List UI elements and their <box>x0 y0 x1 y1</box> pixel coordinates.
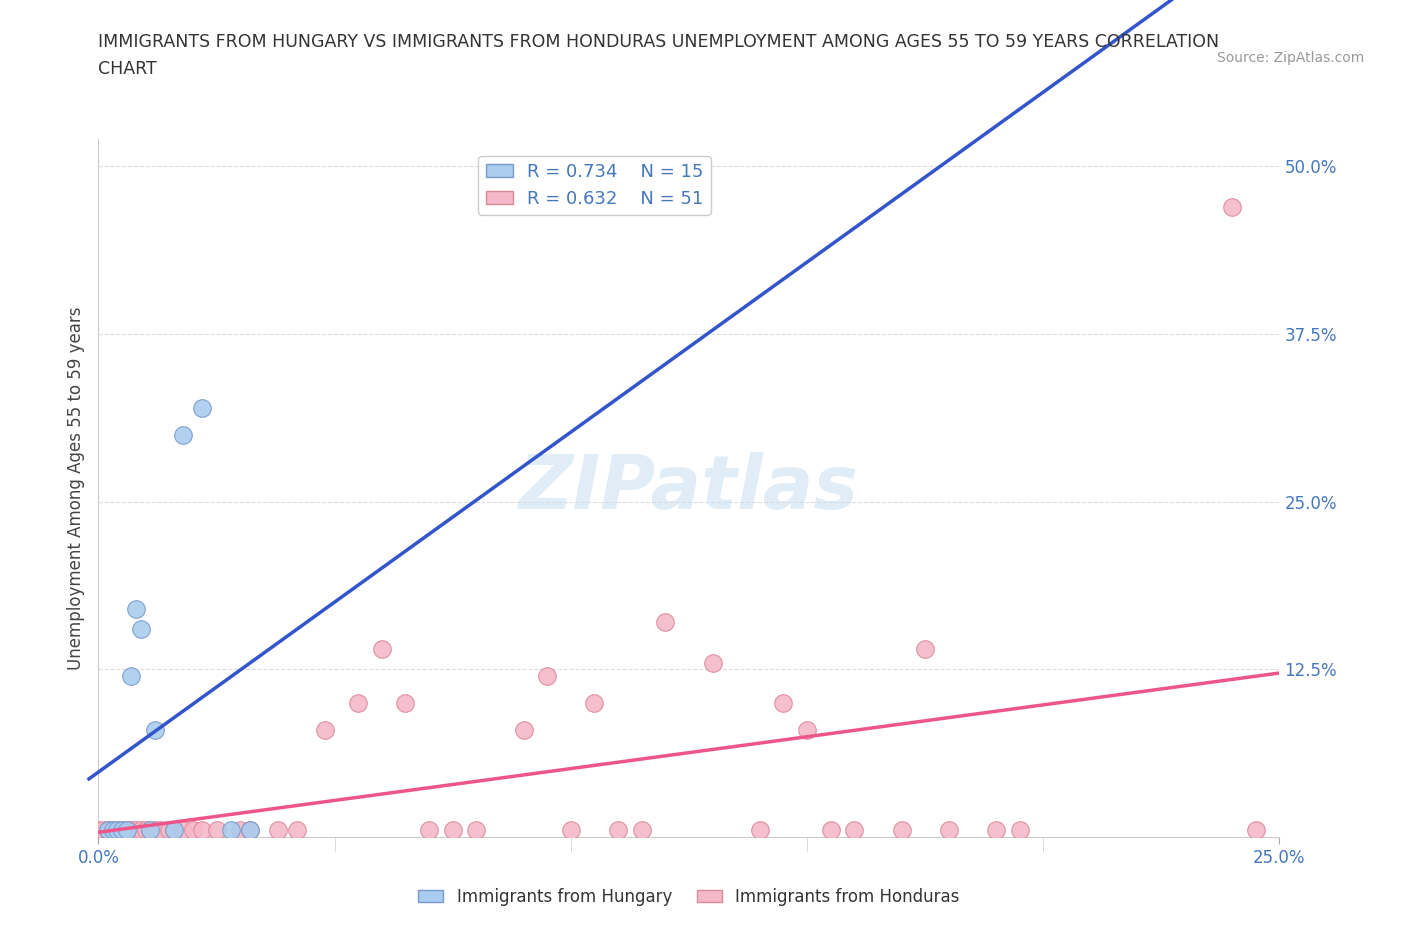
Text: Source: ZipAtlas.com: Source: ZipAtlas.com <box>1216 51 1364 65</box>
Point <box>229 823 252 838</box>
Point <box>702 655 724 670</box>
Point <box>181 823 204 838</box>
Point <box>347 696 370 711</box>
Point <box>143 823 166 838</box>
Point <box>796 723 818 737</box>
Point <box>536 669 558 684</box>
Point <box>1008 823 1031 838</box>
Point <box>890 823 912 838</box>
Point <box>135 823 157 838</box>
Point <box>172 427 194 442</box>
Point <box>314 723 336 737</box>
Point <box>157 823 180 838</box>
Point <box>121 669 143 684</box>
Point <box>239 823 262 838</box>
Point <box>630 823 652 838</box>
Point <box>441 823 464 838</box>
Point <box>191 400 214 415</box>
Point <box>143 723 166 737</box>
Text: ZIPatlas: ZIPatlas <box>519 452 859 525</box>
Point <box>125 823 148 838</box>
Point <box>1244 823 1267 838</box>
Point <box>267 823 290 838</box>
Point <box>465 823 488 838</box>
Point <box>87 823 110 838</box>
Point <box>115 823 138 838</box>
Point <box>820 823 842 838</box>
Point <box>219 823 242 838</box>
Point <box>97 823 120 838</box>
Point <box>105 823 128 838</box>
Point <box>191 823 214 838</box>
Point <box>239 823 262 838</box>
Text: IMMIGRANTS FROM HUNGARY VS IMMIGRANTS FROM HONDURAS UNEMPLOYMENT AMONG AGES 55 T: IMMIGRANTS FROM HUNGARY VS IMMIGRANTS FR… <box>98 33 1219 50</box>
Point <box>285 823 308 838</box>
Point <box>129 823 152 838</box>
Point <box>394 696 416 711</box>
Point <box>139 823 162 838</box>
Point <box>129 621 152 636</box>
Legend: Immigrants from Hungary, Immigrants from Honduras: Immigrants from Hungary, Immigrants from… <box>412 881 966 912</box>
Point <box>105 823 128 838</box>
Point <box>163 823 186 838</box>
Point <box>914 642 936 657</box>
Text: CHART: CHART <box>98 60 157 78</box>
Point <box>139 823 162 838</box>
Point <box>938 823 960 838</box>
Point <box>111 823 134 838</box>
Point <box>418 823 440 838</box>
Point <box>607 823 630 838</box>
Point <box>371 642 394 657</box>
Point <box>121 823 143 838</box>
Point <box>163 823 186 838</box>
Point <box>654 615 676 630</box>
Point <box>844 823 866 838</box>
Point <box>97 823 120 838</box>
Point <box>172 823 194 838</box>
Point <box>512 723 534 737</box>
Point <box>149 823 172 838</box>
Point <box>1220 199 1243 214</box>
Point <box>772 696 794 711</box>
Y-axis label: Unemployment Among Ages 55 to 59 years: Unemployment Among Ages 55 to 59 years <box>66 307 84 670</box>
Point <box>984 823 1007 838</box>
Point <box>101 823 124 838</box>
Point <box>748 823 770 838</box>
Point <box>560 823 582 838</box>
Point <box>125 602 148 617</box>
Point <box>101 823 124 838</box>
Point <box>583 696 606 711</box>
Point <box>111 823 134 838</box>
Point <box>115 823 138 838</box>
Point <box>91 823 114 838</box>
Point <box>205 823 228 838</box>
